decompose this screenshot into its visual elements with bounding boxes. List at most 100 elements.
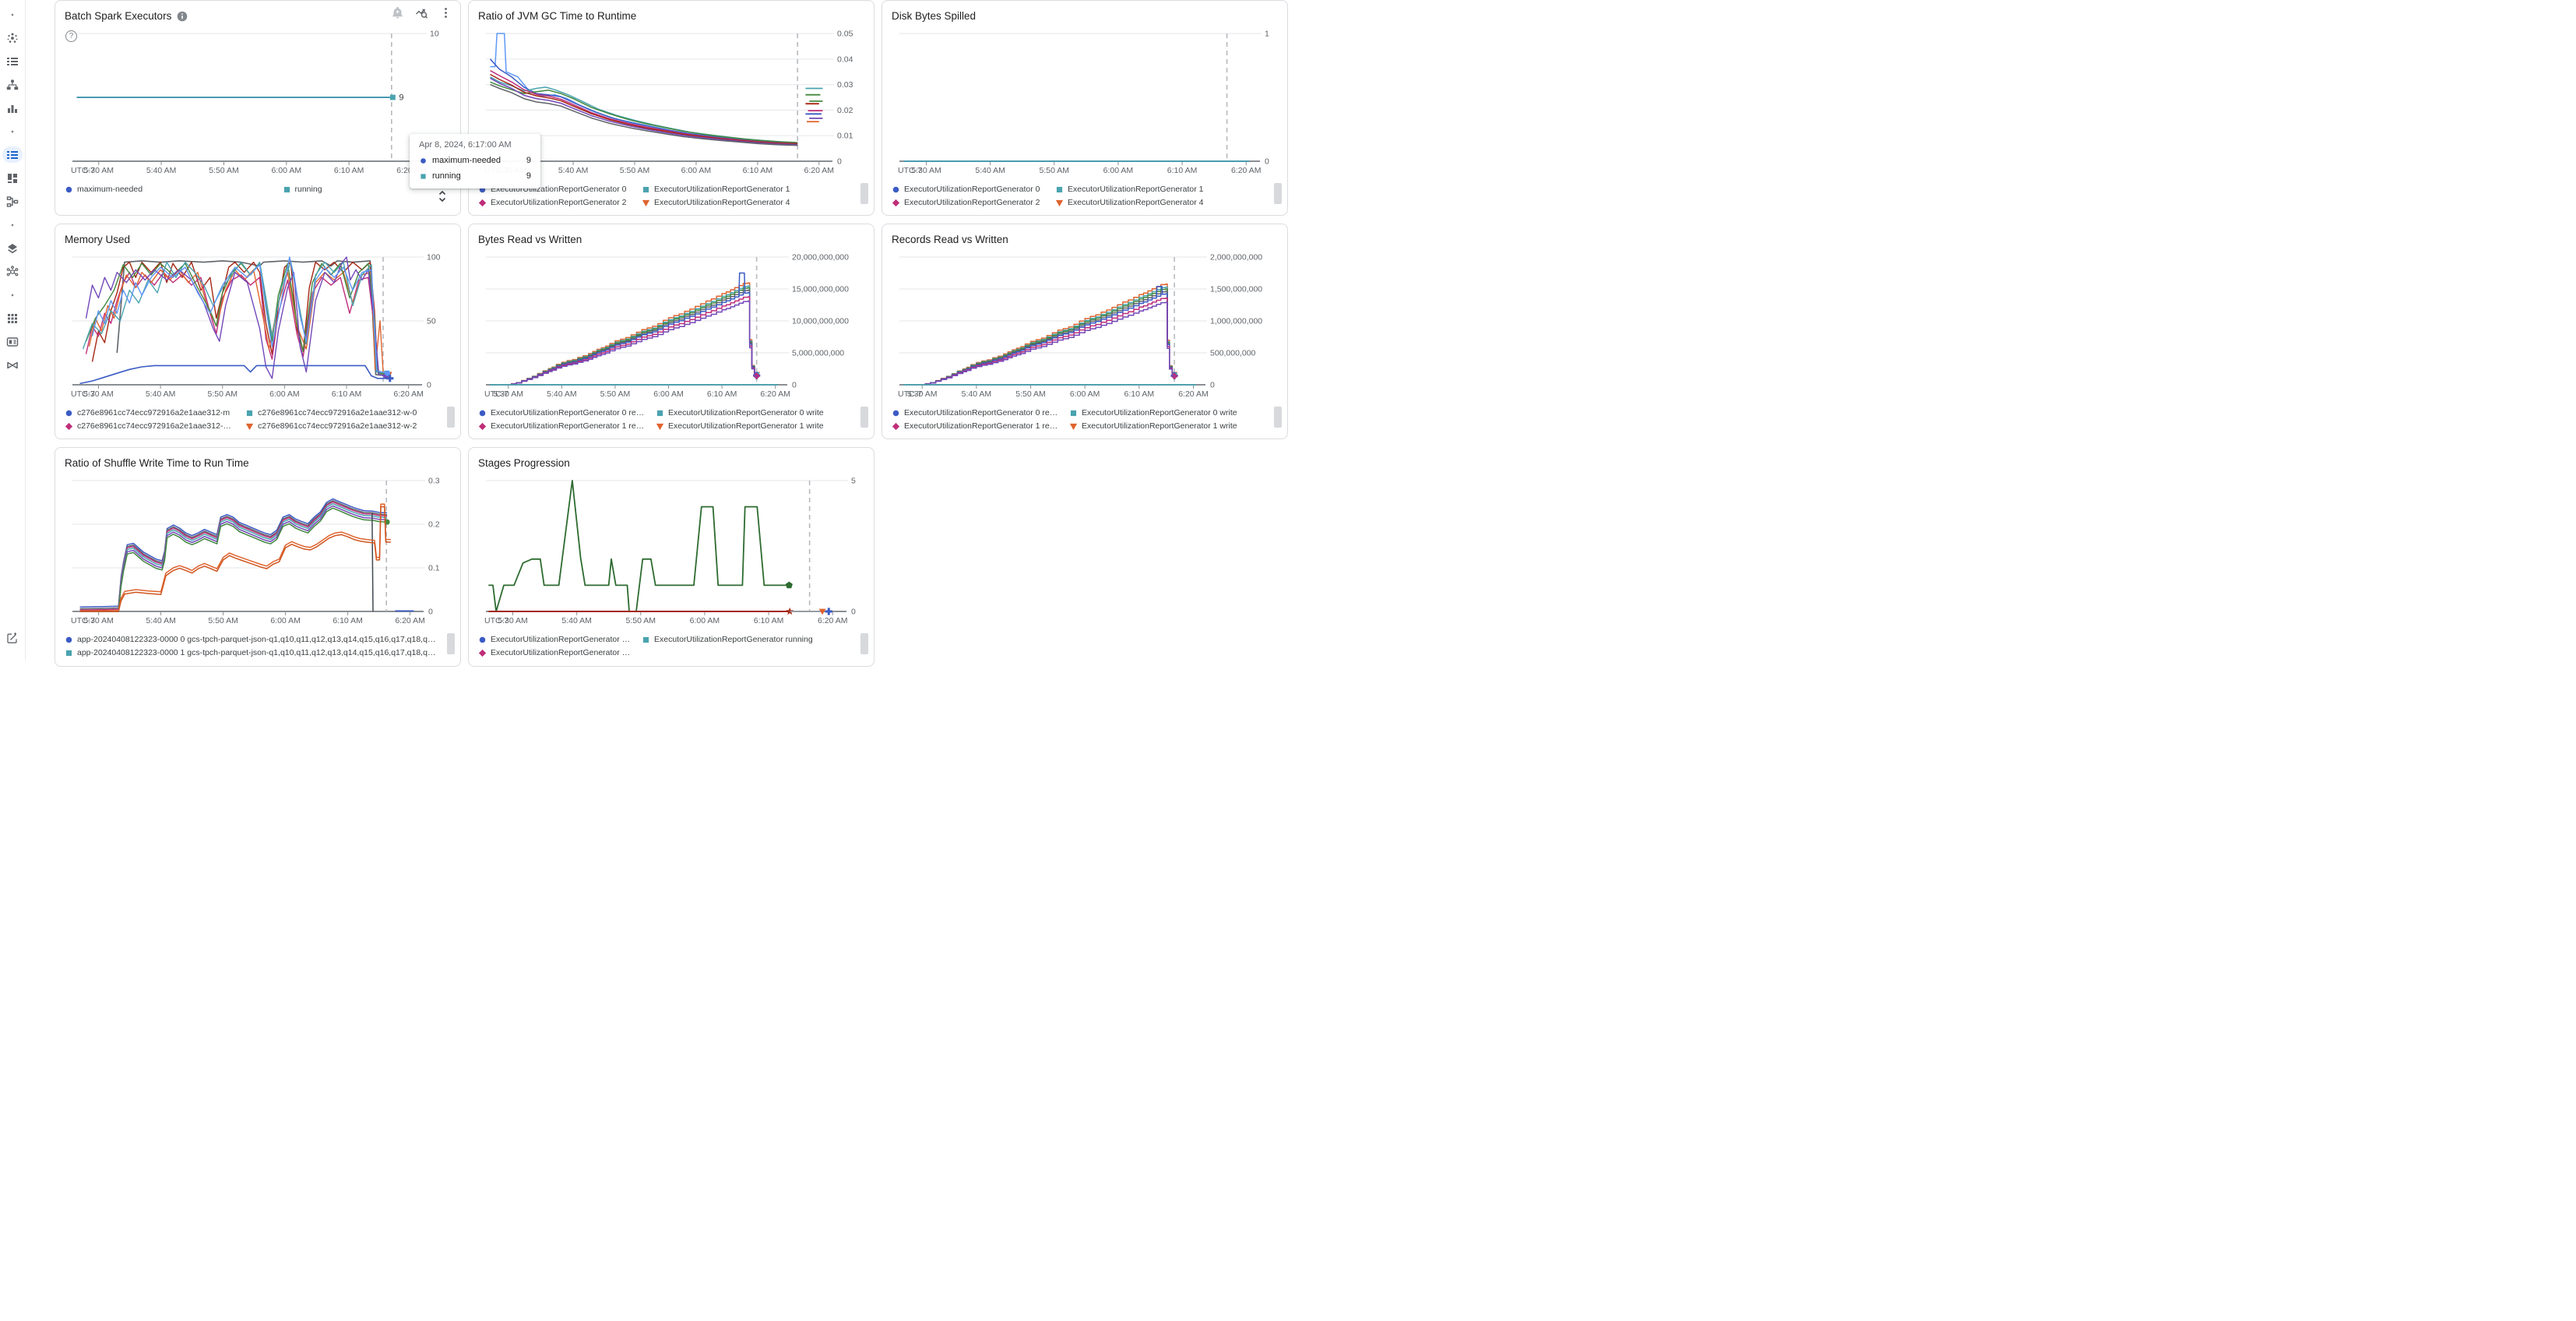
legend-item[interactable]: ExecutorUtilizationReportGenerator 0 wri… [656, 408, 864, 417]
legend-item[interactable]: ExecutorUtilizationReportGenerator 1 rea… [478, 421, 645, 431]
legend-item[interactable]: app-20240408122323-0000 1 gcs-tpch-parqu… [65, 648, 438, 657]
tooltip-timestamp: Apr 8, 2024, 6:17:00 AM [419, 140, 512, 150]
panel-disk-bytes-spilled: Disk Bytes Spilled 1 0 UTC-7 5:30 AM 5:40 AM 5… [882, 0, 1288, 216]
chart-bytes-read-vs-written[interactable]: 20,000,000,000 15,000,000,000 10,000,000,0… [478, 248, 864, 405]
sidebar-item-2[interactable] [2, 53, 23, 69]
sidebar-item-10[interactable] [2, 240, 23, 256]
legend-item[interactable]: ExecutorUtilizationReportGenerator faile… [478, 635, 631, 644]
circle-swatch-icon [65, 186, 72, 192]
sidebar-item-12[interactable] [2, 287, 23, 303]
chart-disk-bytes-spilled[interactable]: 1 0 UTC-75:30 AM 5:40 AM 5:50 AM 6:00 AM 6:10 … [892, 24, 1278, 181]
svg-text:5:50 AM: 5:50 AM [207, 389, 238, 399]
panel-stages-progression: Stages Progression 5 0 UTC-7 5:30 AM 5:40 AM 5… [468, 447, 875, 667]
square-swatch-icon [421, 173, 426, 179]
legend-item[interactable]: ExecutorUtilizationReportGenerator waiti… [478, 648, 631, 657]
legend-scrollbar[interactable] [860, 407, 868, 428]
square-swatch-icon [65, 650, 72, 656]
sidebar-item-5[interactable] [2, 123, 23, 139]
svg-text:6:00 AM: 6:00 AM [269, 389, 300, 399]
explore-icon[interactable] [415, 6, 428, 19]
panel-records-read-vs-written: Records Read vs Written 2,000,000,000 1,50… [882, 224, 1288, 439]
triangle-swatch-icon [1055, 199, 1064, 206]
sidebar-item-13[interactable] [2, 310, 23, 326]
legend-label: ExecutorUtilizationReportGenerator 1 [1068, 185, 1204, 194]
help-icon[interactable]: ? [65, 30, 77, 42]
legend-item[interactable]: ExecutorUtilizationReportGenerator 0 [892, 185, 1044, 194]
legend-item[interactable]: ExecutorUtilizationReportGenerator 0 wri… [1069, 408, 1278, 417]
sidebar-item-1[interactable] [2, 30, 23, 46]
legend-item[interactable]: c276e8961cc74ecc972916a2e1aae312-w-0 [245, 408, 451, 417]
chart-shuffle-write-ratio[interactable]: 0.3 0.2 0.1 0 UTC-75:30 AM 5:40 AM 5:50 AM 6:00… [65, 471, 451, 632]
sidebar-item-14[interactable] [2, 333, 23, 350]
dashboard-grid: Batch Spark Executors?108UTC-75:30 AM5:4… [55, 0, 1288, 667]
legend-item[interactable]: maximum-needed [65, 185, 272, 194]
legend-scrollbar[interactable] [860, 633, 868, 654]
sidebar-item-11[interactable] [2, 263, 23, 280]
svg-text:15,000,000,000: 15,000,000,000 [792, 285, 849, 294]
legend-label: ExecutorUtilizationReportGenerator waiti… [491, 648, 631, 657]
tooltip-row: running 9 [419, 171, 531, 181]
legend-item[interactable]: ExecutorUtilizationReportGenerator 0 rea… [892, 408, 1058, 417]
legend-item[interactable]: ExecutorUtilizationReportGenerator 4 [642, 198, 864, 207]
svg-text:5:40 AM: 5:40 AM [146, 389, 176, 399]
chart-batch-spark-executors[interactable]: 108UTC-75:30 AM5:40 AM5:50 AM6:00 AM6:10… [65, 24, 451, 181]
legend-scrollbar[interactable] [447, 407, 455, 428]
sidebar-item-9[interactable] [2, 217, 23, 233]
svg-text:6:10 AM: 6:10 AM [334, 166, 364, 175]
add-alert-icon[interactable] [391, 6, 404, 19]
legend-label: ExecutorUtilizationReportGenerator 4 [654, 198, 790, 207]
dots-cluster-icon [6, 32, 19, 44]
svg-text:6:20 AM: 6:20 AM [1178, 389, 1209, 399]
info-icon[interactable] [177, 11, 188, 22]
sidebar-item-3[interactable] [2, 76, 23, 93]
legend-item[interactable]: ExecutorUtilizationReportGenerator 1 [642, 185, 864, 194]
sidebar-item-15[interactable] [2, 357, 23, 373]
svg-text:6:10 AM: 6:10 AM [707, 389, 737, 399]
legend-item[interactable]: c276e8961cc74ecc972916a2e1aae312-m [65, 408, 234, 417]
panel-title-memory-used: Memory Used [65, 234, 131, 245]
legend-scrollbar[interactable] [447, 633, 455, 654]
legend-item[interactable]: ExecutorUtilizationReportGenerator 0 rea… [478, 408, 645, 417]
sidebar-item-8[interactable] [2, 193, 23, 210]
panel-batch-spark-executors: Batch Spark Executors?108UTC-75:30 AM5:4… [55, 0, 461, 216]
legend-item[interactable]: ExecutorUtilizationReportGenerator 2 [478, 198, 631, 207]
chart-records-read-vs-written[interactable]: 2,000,000,000 1,500,000,000 1,000,000,000 5… [892, 248, 1278, 405]
sidebar-item-6[interactable] [2, 146, 23, 163]
sidebar-item-0[interactable] [2, 6, 23, 23]
circle-swatch-icon [479, 636, 486, 643]
svg-text:5: 5 [851, 477, 856, 486]
legend-label: running [294, 185, 322, 194]
svg-text:5:40 AM: 5:40 AM [561, 616, 592, 625]
svg-text:5:50 AM: 5:50 AM [600, 389, 631, 399]
sidebar-item-7[interactable] [2, 170, 23, 186]
sidebar-bottom-item-0[interactable] [2, 629, 23, 646]
legend-scrollbar[interactable] [1274, 183, 1282, 204]
legend-item[interactable]: c276e8961cc74ecc972916a2e1aae312-w-1 [65, 421, 234, 431]
more-vert-icon[interactable] [439, 6, 452, 19]
legend-item[interactable]: ExecutorUtilizationReportGenerator runni… [642, 635, 864, 644]
svg-text:6:20 AM: 6:20 AM [393, 389, 424, 399]
legend-item[interactable]: ExecutorUtilizationReportGenerator 1 rea… [892, 421, 1058, 431]
dot-icon [8, 127, 17, 136]
chart-memory-used[interactable]: 100 50 0 UTC-75:30 AM 5:40 AM 5:50 AM 6:00 AM 6… [65, 248, 451, 405]
unfold-more-icon[interactable] [437, 190, 448, 203]
legend-item[interactable]: c276e8961cc74ecc972916a2e1aae312-w-2 [245, 421, 451, 431]
legend-label: c276e8961cc74ecc972916a2e1aae312-w-1 [77, 421, 234, 431]
panel-title-disk-bytes-spilled: Disk Bytes Spilled [892, 10, 977, 22]
legend-item[interactable]: ExecutorUtilizationReportGenerator 2 [892, 198, 1044, 207]
svg-text:0.03: 0.03 [837, 80, 853, 90]
sidebar-item-4[interactable] [2, 100, 23, 116]
legend-scrollbar[interactable] [1274, 407, 1282, 428]
legend-item[interactable]: running [283, 185, 452, 194]
svg-text:0: 0 [427, 381, 431, 390]
legend-scrollbar[interactable] [860, 183, 868, 204]
legend-disk-bytes-spilled: ExecutorUtilizationReportGenerator 0 Exec… [892, 185, 1278, 207]
legend-item[interactable]: ExecutorUtilizationReportGenerator 1 wri… [656, 421, 864, 431]
legend-label: ExecutorUtilizationReportGenerator 0 wri… [668, 408, 824, 417]
legend-item[interactable]: ExecutorUtilizationReportGenerator 1 [1055, 185, 1278, 194]
svg-text:5:40 AM: 5:40 AM [975, 166, 1005, 175]
legend-item[interactable]: ExecutorUtilizationReportGenerator 4 [1055, 198, 1278, 207]
legend-item[interactable]: app-20240408122323-0000 0 gcs-tpch-parqu… [65, 635, 438, 644]
chart-stages-progression[interactable]: 5 0 UTC-75:30 AM 5:40 AM 5:50 AM 6:00 AM 6:10 … [478, 471, 864, 632]
legend-item[interactable]: ExecutorUtilizationReportGenerator 1 wri… [1069, 421, 1278, 431]
